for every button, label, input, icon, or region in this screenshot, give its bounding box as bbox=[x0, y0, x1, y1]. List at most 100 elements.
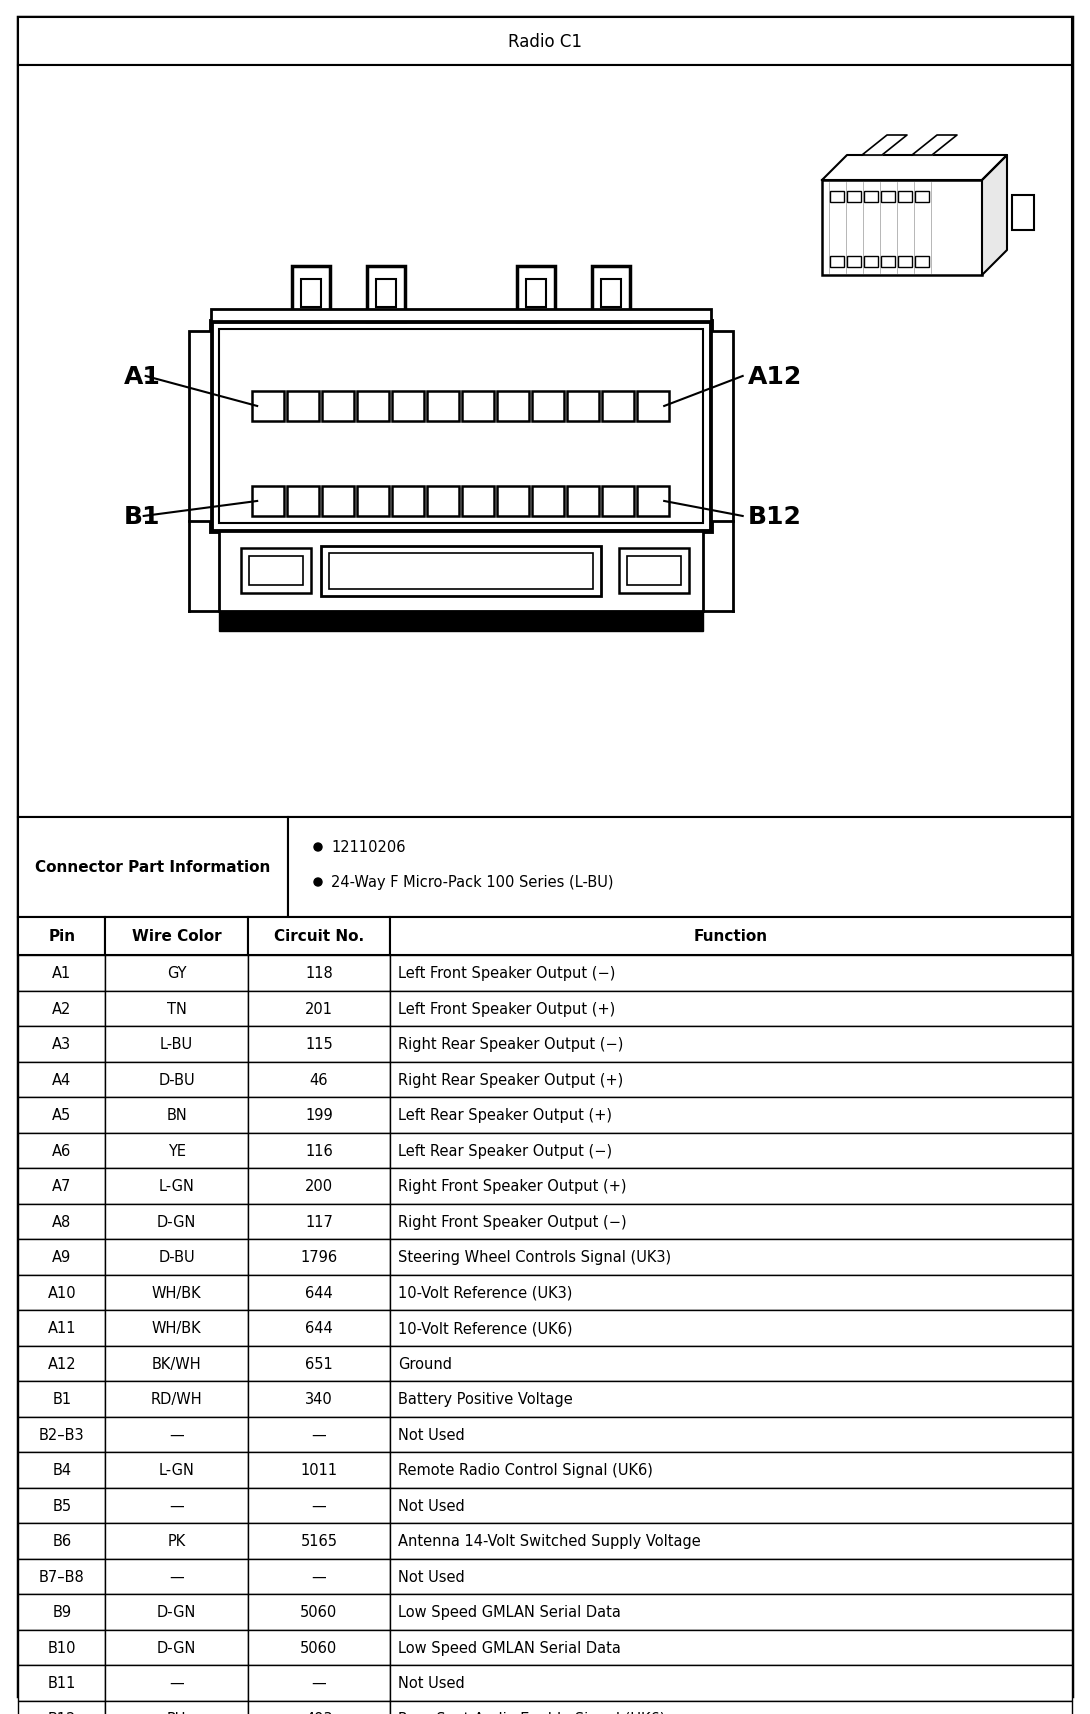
Bar bbox=[390, 1027, 1071, 1063]
Bar bbox=[219, 329, 703, 524]
Text: —: — bbox=[312, 1498, 326, 1513]
Text: —: — bbox=[169, 1675, 184, 1690]
Bar bbox=[106, 1488, 247, 1524]
Bar bbox=[19, 991, 106, 1027]
Bar bbox=[247, 1345, 390, 1381]
Bar bbox=[19, 1630, 106, 1664]
Text: WH/BK: WH/BK bbox=[152, 1320, 202, 1335]
Text: 340: 340 bbox=[305, 1392, 332, 1407]
Bar bbox=[532, 393, 565, 422]
Text: B11: B11 bbox=[48, 1675, 76, 1690]
Text: Radio C1: Radio C1 bbox=[508, 33, 582, 51]
Text: B5: B5 bbox=[52, 1498, 71, 1513]
Bar bbox=[358, 487, 389, 516]
Bar bbox=[829, 192, 844, 202]
Bar bbox=[390, 1169, 1071, 1203]
Polygon shape bbox=[822, 156, 1007, 182]
Bar bbox=[247, 1309, 390, 1345]
Text: Battery Positive Voltage: Battery Positive Voltage bbox=[398, 1392, 573, 1407]
Bar bbox=[247, 1452, 390, 1488]
Bar bbox=[323, 393, 354, 422]
Bar bbox=[106, 1097, 247, 1133]
Bar bbox=[627, 557, 680, 586]
Polygon shape bbox=[982, 156, 1007, 276]
Text: 644: 644 bbox=[305, 1286, 332, 1299]
Bar bbox=[532, 487, 565, 516]
Text: Low Speed GMLAN Serial Data: Low Speed GMLAN Serial Data bbox=[398, 1640, 621, 1654]
Bar bbox=[19, 1203, 106, 1239]
Text: 200: 200 bbox=[305, 1179, 332, 1193]
Text: Circuit No.: Circuit No. bbox=[274, 929, 364, 944]
Bar bbox=[19, 65, 1071, 818]
Bar bbox=[247, 1594, 390, 1630]
Bar bbox=[601, 281, 620, 309]
Bar bbox=[247, 1027, 390, 1063]
Bar bbox=[19, 818, 288, 917]
Text: A8: A8 bbox=[52, 1214, 71, 1229]
Text: 201: 201 bbox=[305, 1001, 332, 1016]
Text: A1: A1 bbox=[123, 365, 160, 389]
Bar bbox=[390, 1700, 1071, 1714]
Polygon shape bbox=[912, 135, 957, 156]
Bar bbox=[247, 1097, 390, 1133]
Bar bbox=[252, 487, 284, 516]
Bar bbox=[19, 1169, 106, 1203]
Bar bbox=[247, 1558, 390, 1594]
Bar bbox=[247, 1488, 390, 1524]
Text: A10: A10 bbox=[48, 1286, 76, 1299]
Text: Not Used: Not Used bbox=[398, 1498, 464, 1513]
Text: D-BU: D-BU bbox=[158, 1073, 195, 1087]
Text: B2–B3: B2–B3 bbox=[39, 1428, 85, 1441]
Bar bbox=[247, 1203, 390, 1239]
Text: —: — bbox=[312, 1675, 326, 1690]
Text: Not Used: Not Used bbox=[398, 1675, 464, 1690]
Bar bbox=[19, 917, 106, 955]
Bar bbox=[847, 192, 861, 202]
Text: A7: A7 bbox=[52, 1179, 72, 1193]
Bar bbox=[106, 1169, 247, 1203]
Text: D-BU: D-BU bbox=[158, 1250, 195, 1265]
Bar bbox=[247, 1239, 390, 1275]
Bar bbox=[517, 267, 555, 322]
Bar bbox=[19, 1027, 106, 1063]
Bar bbox=[497, 487, 529, 516]
Text: B12: B12 bbox=[48, 1711, 76, 1714]
Text: 1011: 1011 bbox=[301, 1462, 338, 1477]
Bar bbox=[106, 1700, 247, 1714]
Text: 493: 493 bbox=[305, 1711, 332, 1714]
Bar bbox=[19, 1239, 106, 1275]
Text: 10-Volt Reference (UK3): 10-Volt Reference (UK3) bbox=[398, 1286, 572, 1299]
Text: Low Speed GMLAN Serial Data: Low Speed GMLAN Serial Data bbox=[398, 1604, 621, 1620]
Text: 651: 651 bbox=[305, 1356, 332, 1371]
Bar bbox=[19, 1309, 106, 1345]
Bar bbox=[329, 554, 593, 590]
Text: B4: B4 bbox=[52, 1462, 71, 1477]
Bar bbox=[638, 393, 669, 422]
Bar bbox=[898, 257, 912, 267]
Text: 199: 199 bbox=[305, 1107, 332, 1123]
Bar bbox=[106, 1524, 247, 1558]
Bar bbox=[247, 1664, 390, 1700]
Text: GY: GY bbox=[167, 965, 186, 980]
Text: Right Rear Speaker Output (+): Right Rear Speaker Output (+) bbox=[398, 1073, 623, 1087]
Bar bbox=[898, 192, 912, 202]
Bar bbox=[390, 991, 1071, 1027]
Bar bbox=[602, 487, 634, 516]
Bar bbox=[462, 393, 494, 422]
Bar bbox=[247, 991, 390, 1027]
Text: YE: YE bbox=[168, 1143, 185, 1159]
Text: 24-Way F Micro-Pack 100 Series (L-BU): 24-Way F Micro-Pack 100 Series (L-BU) bbox=[331, 874, 614, 890]
Bar bbox=[462, 487, 494, 516]
Text: 5165: 5165 bbox=[301, 1534, 338, 1548]
Text: PU: PU bbox=[167, 1711, 186, 1714]
Text: D-GN: D-GN bbox=[157, 1640, 196, 1654]
Bar bbox=[287, 487, 319, 516]
Text: B9: B9 bbox=[52, 1604, 71, 1620]
Text: —: — bbox=[169, 1498, 184, 1513]
Bar bbox=[19, 1524, 106, 1558]
Text: 118: 118 bbox=[305, 965, 332, 980]
Bar bbox=[19, 1097, 106, 1133]
Text: Right Front Speaker Output (−): Right Front Speaker Output (−) bbox=[398, 1214, 627, 1229]
Text: WH/BK: WH/BK bbox=[152, 1286, 202, 1299]
Bar bbox=[288, 818, 1071, 917]
